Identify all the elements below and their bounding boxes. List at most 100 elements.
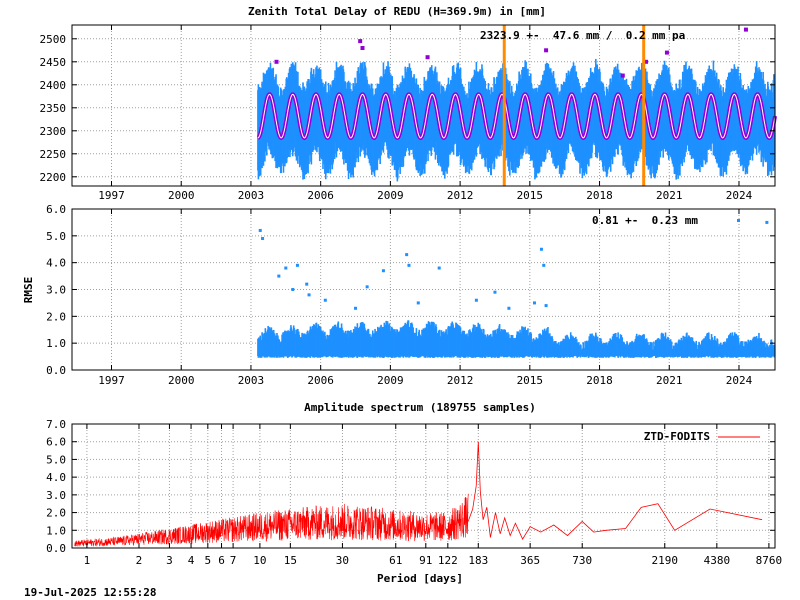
rmse-outlier-point xyxy=(474,298,478,302)
ztd-y-tick-label: 2200 xyxy=(40,171,67,184)
rmse-y-tick-label: 2.0 xyxy=(46,310,66,323)
spectrum-plot-frame xyxy=(71,423,776,549)
spectrum-panel: ZTD-FODITS Period [days] 0.0 1.0 2.0 3.0 4.0… xyxy=(46,418,782,585)
ztd-y-tick-label: 2500 xyxy=(40,33,67,46)
ztd-outlier-point xyxy=(274,59,279,64)
spectrum-x-axis-label: Period [days] xyxy=(377,572,463,585)
rmse-legend-marker xyxy=(737,219,740,222)
spectrum-x-tick-label: 15 xyxy=(284,554,297,567)
ztd-observations xyxy=(257,58,776,182)
rmse-outlier-point xyxy=(405,253,409,257)
rmse-outlier-point xyxy=(542,263,546,267)
ztd-x-tick-label: 1997 xyxy=(98,189,125,202)
spectrum-x-tick-label: 183 xyxy=(468,554,488,567)
ztd-outlier-point xyxy=(425,55,430,60)
spectrum-legend: ZTD-FODITS xyxy=(644,430,760,443)
spectrum-x-tick-label: 61 xyxy=(389,554,402,567)
rmse-outlier-point xyxy=(544,304,548,308)
rmse-y-tick-label: 6.0 xyxy=(46,203,66,216)
ztd-panel: 2323.9 +- 47.6 mm / 0.2 mm pa 2200 2250 23… xyxy=(40,24,777,202)
spectrum-x-tick-label: 3 xyxy=(166,554,173,567)
spectrum-x-tick-label: 7 xyxy=(230,554,237,567)
rmse-outlier-point xyxy=(493,290,497,294)
ztd-x-tick-label: 2009 xyxy=(377,189,404,202)
ztd-x-tick-label: 2015 xyxy=(517,189,544,202)
rmse-outlier-point xyxy=(416,301,420,305)
spectrum-y-tick-label: 2.0 xyxy=(46,507,66,520)
ztd-outlier-point xyxy=(743,27,748,32)
ztd-y-tick-label: 2250 xyxy=(40,148,67,161)
spectrum-x-tick-label: 10 xyxy=(253,554,266,567)
rmse-outlier-point xyxy=(365,285,369,289)
spectrum-x-tick-label: 4 xyxy=(188,554,195,567)
rmse-outliers xyxy=(258,220,769,310)
ztd-annotation: 2323.9 +- 47.6 mm / 0.2 mm pa xyxy=(480,29,685,42)
rmse-x-tick-label: 2018 xyxy=(586,374,613,387)
rmse-outlier-point xyxy=(507,306,511,310)
ztd-x-tick-label: 2021 xyxy=(656,189,683,202)
ztd-chart-title: Zenith Total Delay of REDU (H=369.9m) in… xyxy=(248,5,546,18)
rmse-observations xyxy=(257,320,776,358)
rmse-x-tick-label: 1997 xyxy=(98,374,125,387)
spectrum-y-tick-label: 1.0 xyxy=(46,524,66,537)
ztd-y-tick-label: 2400 xyxy=(40,79,67,92)
rmse-annotation: 0.81 +- 0.23 mm xyxy=(592,214,698,227)
ztd-plot-frame xyxy=(71,24,776,187)
rmse-outlier-point xyxy=(765,220,769,224)
ztd-outliers xyxy=(274,27,748,78)
ztd-fit-curve-centre xyxy=(257,93,776,139)
rmse-y-tick-label: 0.0 xyxy=(46,364,66,377)
rmse-x-tick-label: 2015 xyxy=(517,374,544,387)
spectrum-x-tick-label: 1 xyxy=(84,554,91,567)
ztd-x-tick-label: 2018 xyxy=(586,189,613,202)
spectrum-y-tick-label: 7.0 xyxy=(46,418,66,431)
ztd-y-tick-label: 2350 xyxy=(40,102,67,115)
ztd-x-tick-label: 2000 xyxy=(168,189,195,202)
spectrum-x-tick-label: 122 xyxy=(438,554,458,567)
spectrum-dense-line xyxy=(74,493,469,547)
ztd-outlier-point xyxy=(358,39,363,44)
spectrum-y-tick-label: 0.0 xyxy=(46,542,66,555)
rmse-y-tick-label: 5.0 xyxy=(46,230,66,243)
spectrum-x-tick-label: 4380 xyxy=(704,554,731,567)
spectrum-x-tick-label: 5 xyxy=(205,554,212,567)
rmse-x-tick-label: 2000 xyxy=(168,374,195,387)
spectrum-x-tick-label: 8760 xyxy=(756,554,783,567)
spectrum-x-tick-label: 2 xyxy=(136,554,143,567)
rmse-outlier-point xyxy=(258,228,262,232)
rmse-y-tick-label: 1.0 xyxy=(46,337,66,350)
ztd-outlier-point xyxy=(360,46,365,50)
spectrum-legend-label: ZTD-FODITS xyxy=(644,430,710,443)
ztd-y-tick-label: 2450 xyxy=(40,56,67,69)
rmse-x-tick-label: 2003 xyxy=(238,374,265,387)
rmse-x-tick-label: 2012 xyxy=(447,374,474,387)
spectrum-x-tick-label: 6 xyxy=(218,554,225,567)
ztd-y-tick-label: 2300 xyxy=(40,125,67,138)
timestamp: 19-Jul-2025 12:55:28 xyxy=(24,586,156,599)
rmse-panel: 0.81 +- 0.23 mm RMSE 0.0 1.0 2.0 3.0 4.0 5.0 6… xyxy=(22,203,776,387)
rmse-x-tick-label: 2021 xyxy=(656,374,683,387)
ztd-outlier-point xyxy=(544,48,549,53)
spectrum-y-tick-label: 4.0 xyxy=(46,471,66,484)
rmse-outlier-point xyxy=(284,266,288,270)
rmse-outlier-point xyxy=(261,237,265,241)
rmse-y-tick-label: 4.0 xyxy=(46,257,66,270)
ztd-x-tick-label: 2024 xyxy=(726,189,753,202)
spectrum-x-tick-label: 91 xyxy=(419,554,432,567)
spectrum-x-tick-label: 730 xyxy=(572,554,592,567)
ztd-x-tick-label: 2006 xyxy=(307,189,334,202)
spectrum-series xyxy=(74,441,763,547)
ztd-breaks xyxy=(502,25,646,186)
ztd-x-tick-label: 2012 xyxy=(447,189,474,202)
rmse-x-tick-label: 2009 xyxy=(377,374,404,387)
rmse-outlier-point xyxy=(437,266,441,270)
spectrum-x-tick-label: 2190 xyxy=(652,554,679,567)
rmse-y-tick-label: 3.0 xyxy=(46,284,66,297)
ztd-x-tick-label: 2003 xyxy=(238,189,265,202)
ztd-outlier-point xyxy=(644,59,649,64)
spectrum-x-tick-label: 365 xyxy=(520,554,540,567)
spectrum-x-tick-label: 30 xyxy=(336,554,349,567)
ztd-outlier-point xyxy=(664,50,669,55)
rmse-outlier-point xyxy=(291,288,295,291)
